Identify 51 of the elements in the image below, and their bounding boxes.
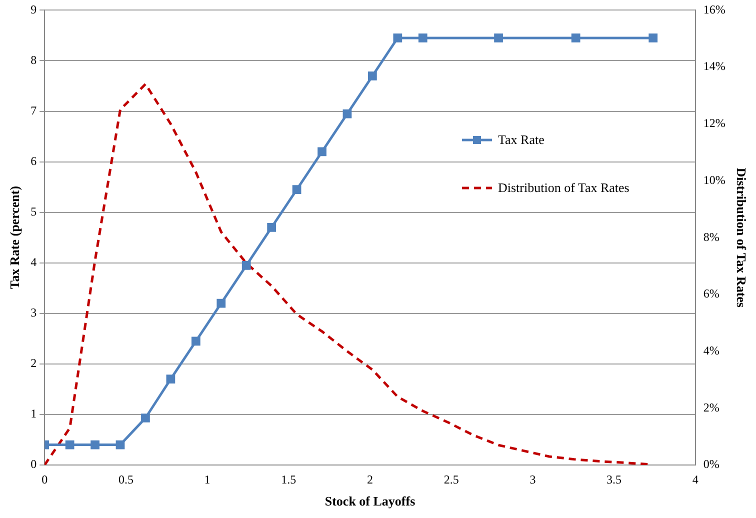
point bbox=[342, 109, 352, 118]
x-tick-label: 1.5 bbox=[281, 472, 296, 486]
x-tick-label: 2.5 bbox=[444, 472, 459, 486]
y2-tick-label: 12% bbox=[703, 116, 726, 130]
point bbox=[318, 147, 326, 156]
x-tick-label: 2 bbox=[367, 472, 373, 486]
x-tick-label: 3 bbox=[530, 472, 536, 486]
y2-tick-label: 10% bbox=[703, 172, 726, 187]
point bbox=[90, 440, 100, 450]
y-tick-label: 5 bbox=[30, 204, 37, 218]
legend-label: Tax Rate bbox=[498, 132, 544, 148]
point bbox=[648, 34, 658, 42]
y2-tick-label: 0% bbox=[703, 457, 720, 472]
point bbox=[368, 71, 377, 80]
x-tick-label: 1 bbox=[204, 472, 210, 486]
y-tick-label: 8 bbox=[30, 52, 37, 67]
y-tick-label: 4 bbox=[30, 255, 37, 270]
y-tick-label: 7 bbox=[30, 103, 37, 118]
x-tick-label: 3.5 bbox=[606, 472, 622, 486]
y-tick-label: 0 bbox=[30, 457, 37, 472]
y2-tick-label: 14% bbox=[703, 59, 726, 74]
x-axis-title: Stock of Layoffs bbox=[324, 494, 416, 509]
point bbox=[494, 34, 503, 42]
y-tick-label: 1 bbox=[30, 406, 37, 421]
point bbox=[65, 440, 74, 450]
x-tick-label: 0.5 bbox=[118, 472, 134, 486]
point bbox=[418, 34, 428, 42]
point bbox=[166, 374, 176, 384]
y-tick-label: 2 bbox=[30, 356, 37, 370]
y2-tick-label: 6% bbox=[703, 286, 720, 301]
point bbox=[242, 260, 251, 270]
point bbox=[116, 440, 125, 450]
y-axis-title: Tax Rate (percent) bbox=[7, 186, 22, 290]
y2-axis-title: Distribution of Tax Rates bbox=[734, 168, 749, 308]
point bbox=[393, 34, 402, 42]
point bbox=[571, 34, 580, 42]
legend-label: Distribution of Tax Rates bbox=[498, 180, 630, 196]
y2-tick-label: 16% bbox=[703, 2, 726, 16]
y2-tick-label: 2% bbox=[703, 400, 720, 414]
point bbox=[267, 223, 276, 232]
point bbox=[292, 185, 302, 194]
point bbox=[141, 414, 150, 422]
y2-tick-label: 4% bbox=[703, 343, 720, 358]
x-tick-label: 4 bbox=[692, 472, 698, 486]
y-tick-label: 3 bbox=[30, 306, 37, 320]
y-tick-label: 9 bbox=[30, 2, 37, 16]
y2-tick-label: 8% bbox=[703, 230, 720, 244]
point bbox=[191, 336, 200, 346]
y-tick-label: 6 bbox=[30, 154, 37, 168]
point bbox=[216, 298, 226, 308]
x-tick-label: 0 bbox=[42, 472, 48, 486]
